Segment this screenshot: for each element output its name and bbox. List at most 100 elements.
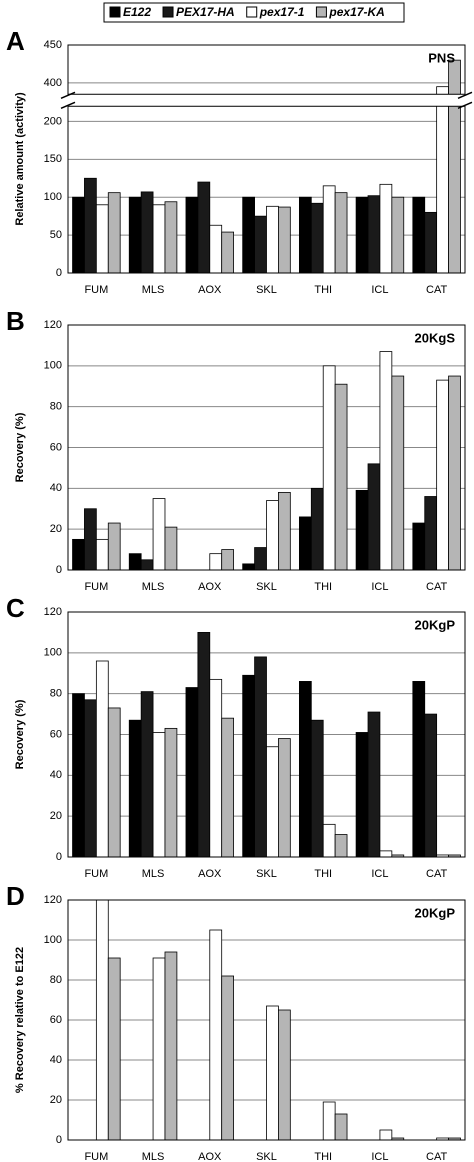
bar [209,553,223,571]
bar [436,86,449,274]
bar [164,526,178,571]
bar [254,656,267,858]
y-tick-label: 400 [44,77,62,89]
y-tick-label: 0 [56,564,62,576]
bar [72,538,85,571]
bar [95,538,109,571]
bar [242,563,255,571]
bar [266,746,279,858]
bar [424,713,438,858]
x-tick-label: AOX [198,1151,222,1162]
y-tick-label: 200 [44,115,62,127]
x-tick-label: AOX [198,581,222,593]
y-tick-label: 150 [44,153,62,165]
y-axis-label: % Recovery relative to E122 [14,947,26,1093]
legend-swatch [109,6,121,18]
bar [197,181,211,274]
y-tick-label: 20 [50,1094,62,1106]
y-tick-label: 100 [44,191,62,203]
bar [266,500,279,571]
bar [278,1009,291,1141]
bar [140,191,154,274]
y-tick-label: 0 [56,851,62,863]
x-tick-label: ICL [371,868,388,880]
bar [221,717,235,858]
y-tick-label: 60 [50,441,62,453]
x-tick-label: ICL [371,581,388,593]
panel-annotation: PNS [428,50,455,65]
y-tick-label: 100 [44,360,62,372]
plot-frame [67,44,466,95]
bar [221,231,235,274]
bar [379,351,393,571]
y-tick-label: 80 [50,688,62,700]
legend-label: PEX17-HA [176,5,235,19]
x-tick-label: SKL [256,284,277,296]
bar [164,201,178,274]
bar [209,678,223,858]
bar [128,719,142,858]
bar [355,732,369,858]
bar [254,547,267,571]
bar [334,383,348,571]
x-tick-label: ICL [371,284,388,296]
axis-break [62,94,471,107]
x-tick-label: AOX [198,284,222,296]
bar [72,693,85,858]
panel-letter: A [6,26,25,56]
bar [367,711,381,858]
x-tick-label: ICL [371,1151,388,1162]
x-tick-label: MLS [142,284,165,296]
bar [152,204,166,274]
bar [367,195,381,274]
bar [278,492,291,571]
bar [266,1005,279,1141]
x-tick-label: CAT [426,868,447,880]
panel-annotation: 20KgP [415,617,456,632]
bar [107,707,121,858]
bar [334,834,348,858]
bar [185,196,199,274]
x-tick-label: SKL [256,868,277,880]
bar [242,674,255,858]
x-tick-label: THI [314,1151,332,1162]
bar [84,177,97,274]
bar [95,204,109,274]
bar [322,823,336,858]
bar [95,660,109,858]
bar [355,196,369,274]
bar [391,196,405,274]
y-tick-label: 100 [44,934,62,946]
y-tick-label: 0 [56,1134,62,1146]
x-tick-label: MLS [142,1151,165,1162]
bar [197,632,211,858]
panel-annotation: 20KgS [415,330,456,345]
panel-annotation: 20KgP [415,905,456,920]
y-tick-label: 80 [50,974,62,986]
bar [379,1129,393,1141]
bar [334,1113,348,1141]
bar [221,975,235,1141]
bar [310,202,324,274]
bar [84,508,97,571]
y-tick-label: 450 [44,39,62,51]
x-tick-label: FUM [84,868,108,880]
y-tick-label: 60 [50,1014,62,1026]
y-axis-label: Relative amount (activity) [14,92,26,226]
bar [379,850,393,858]
bar [391,375,405,571]
bar [355,489,369,571]
plot-frame [67,324,466,571]
x-tick-label: MLS [142,581,165,593]
bar [164,951,178,1141]
bar [152,732,166,858]
bar [412,681,426,858]
bar [322,1101,336,1141]
y-axis-label: Recovery (%) [14,412,26,482]
break-mark [457,101,473,109]
x-tick-label: CAT [426,1151,447,1162]
bar [152,498,166,571]
bar [95,899,109,1141]
x-tick-label: THI [314,284,332,296]
